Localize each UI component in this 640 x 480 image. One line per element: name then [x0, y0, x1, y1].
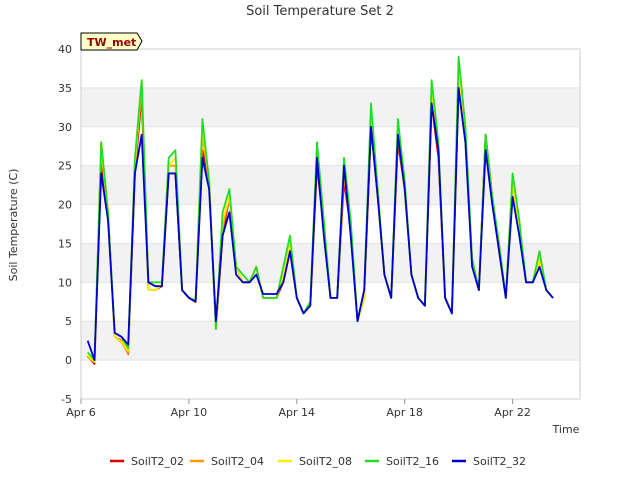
plot-frame: [80, 48, 581, 400]
legend-label-soilt2_32: SoilT2_32: [473, 455, 526, 468]
x-tick-label: Apr 14: [279, 406, 316, 419]
y-tick-label: 15: [58, 237, 72, 250]
y-tick-label: 0: [65, 354, 72, 367]
legend: SoilT2_02 SoilT2_04 SoilT2_08 SoilT2_16 Soil…: [110, 455, 526, 468]
legend-label-soilt2_16: SoilT2_16: [386, 455, 439, 468]
y-tick-label: 40: [58, 43, 72, 56]
plot-background-bands: [81, 87, 580, 361]
grid-band: [81, 321, 580, 361]
x-tick-label: Apr 22: [494, 406, 531, 419]
grid-band: [81, 243, 580, 283]
legend-label-soilt2_02: SoilT2_02: [131, 455, 184, 468]
series-lines: [86, 55, 554, 365]
chart-title: Soil Temperature Set 2: [246, 4, 394, 19]
station-tag-label: TW_met: [87, 36, 136, 49]
x-axis: Apr 6 Apr 10 Apr 14 Apr 18 Apr 22: [66, 399, 531, 419]
y-tick-label: 20: [58, 199, 72, 212]
grid-band: [81, 87, 580, 127]
y-tick-label: -5: [61, 393, 72, 406]
series-line-soilt2_32: [86, 87, 554, 362]
station-tag-box: [80, 32, 143, 51]
y-tick-label: 5: [65, 315, 72, 328]
x-axis-label: Time: [552, 423, 580, 436]
x-tick-label: Apr 10: [171, 406, 208, 419]
grid-band: [81, 165, 580, 205]
y-axis: -5 0 5 10 15 20 25 30 35 40: [58, 43, 72, 406]
y-tick-label: 25: [58, 160, 72, 173]
x-tick-label: Apr 6: [66, 406, 96, 419]
station-tag: TW_met: [80, 32, 143, 51]
y-tick-label: 10: [58, 276, 72, 289]
x-tick-label: Apr 18: [386, 406, 423, 419]
legend-label-soilt2_04: SoilT2_04: [211, 455, 264, 468]
y-tick-label: 30: [58, 121, 72, 134]
y-axis-label: Soil Temperature (C): [7, 169, 20, 282]
legend-label-soilt2_08: SoilT2_08: [299, 455, 352, 468]
y-tick-label: 35: [58, 82, 72, 95]
